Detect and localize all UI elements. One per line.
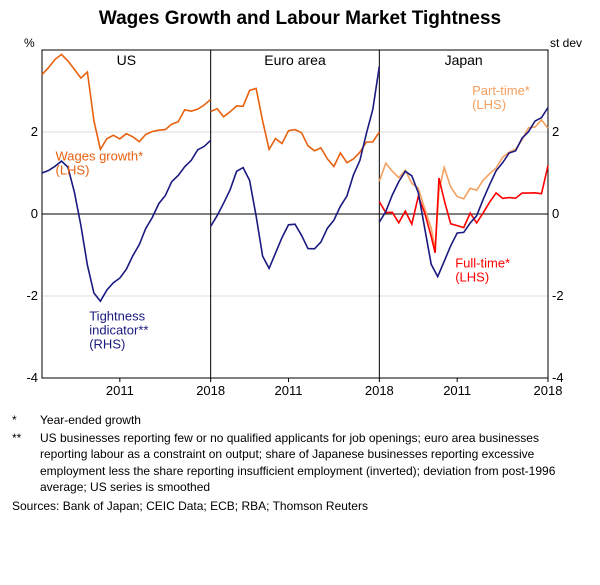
series-line — [42, 54, 211, 149]
y-tick-left: -2 — [26, 288, 38, 303]
right-unit: st dev — [550, 36, 582, 50]
y-tick-right: 2 — [552, 124, 559, 139]
series-line — [379, 166, 548, 253]
chart-title: Wages Growth and Labour Market Tightness — [12, 8, 588, 30]
x-tick: 2018 — [534, 383, 563, 398]
x-tick: 2011 — [443, 383, 471, 398]
series-annotation: Tightness — [89, 309, 145, 324]
series-line — [211, 67, 380, 269]
y-tick-left: 2 — [31, 124, 38, 139]
footnote-text: Year-ended growth — [40, 412, 588, 428]
y-tick-right: 0 — [552, 206, 559, 221]
panel-label: US — [117, 52, 136, 68]
left-unit: % — [24, 36, 35, 50]
series-annotation: (LHS) — [472, 97, 506, 112]
series-annotation: Part-time* — [472, 83, 530, 98]
footnote-mark: * — [12, 412, 40, 428]
y-tick-left: 0 — [31, 206, 38, 221]
footnotes: *Year-ended growth**US businesses report… — [12, 412, 588, 495]
series-annotation: Wages growth* — [55, 149, 143, 164]
chart-area: -4-4-2-20022%st devUSEuro areaJapan20112… — [12, 32, 588, 402]
sources: Sources: Bank of Japan; CEIC Data; ECB; … — [12, 499, 588, 513]
series-line — [379, 120, 548, 249]
panel-label: Euro area — [264, 52, 326, 68]
footnote-mark: ** — [12, 430, 40, 495]
y-tick-left: -4 — [26, 370, 38, 385]
x-tick: 2018 — [196, 383, 225, 398]
x-tick: 2011 — [106, 383, 134, 398]
footnote-text: US businesses reporting few or no qualif… — [40, 430, 588, 495]
x-tick: 2018 — [365, 383, 394, 398]
series-annotation: (LHS) — [55, 163, 89, 178]
series-line — [211, 88, 380, 166]
y-tick-right: -2 — [552, 288, 564, 303]
series-annotation: (LHS) — [455, 269, 489, 284]
x-tick: 2011 — [275, 383, 303, 398]
series-annotation: Full-time* — [455, 255, 510, 270]
series-annotation: indicator** — [89, 323, 148, 338]
series-line — [379, 108, 548, 277]
chart-svg: -4-4-2-20022%st devUSEuro areaJapan20112… — [12, 32, 588, 402]
panel-label: Japan — [445, 52, 483, 68]
series-annotation: (RHS) — [89, 337, 125, 352]
